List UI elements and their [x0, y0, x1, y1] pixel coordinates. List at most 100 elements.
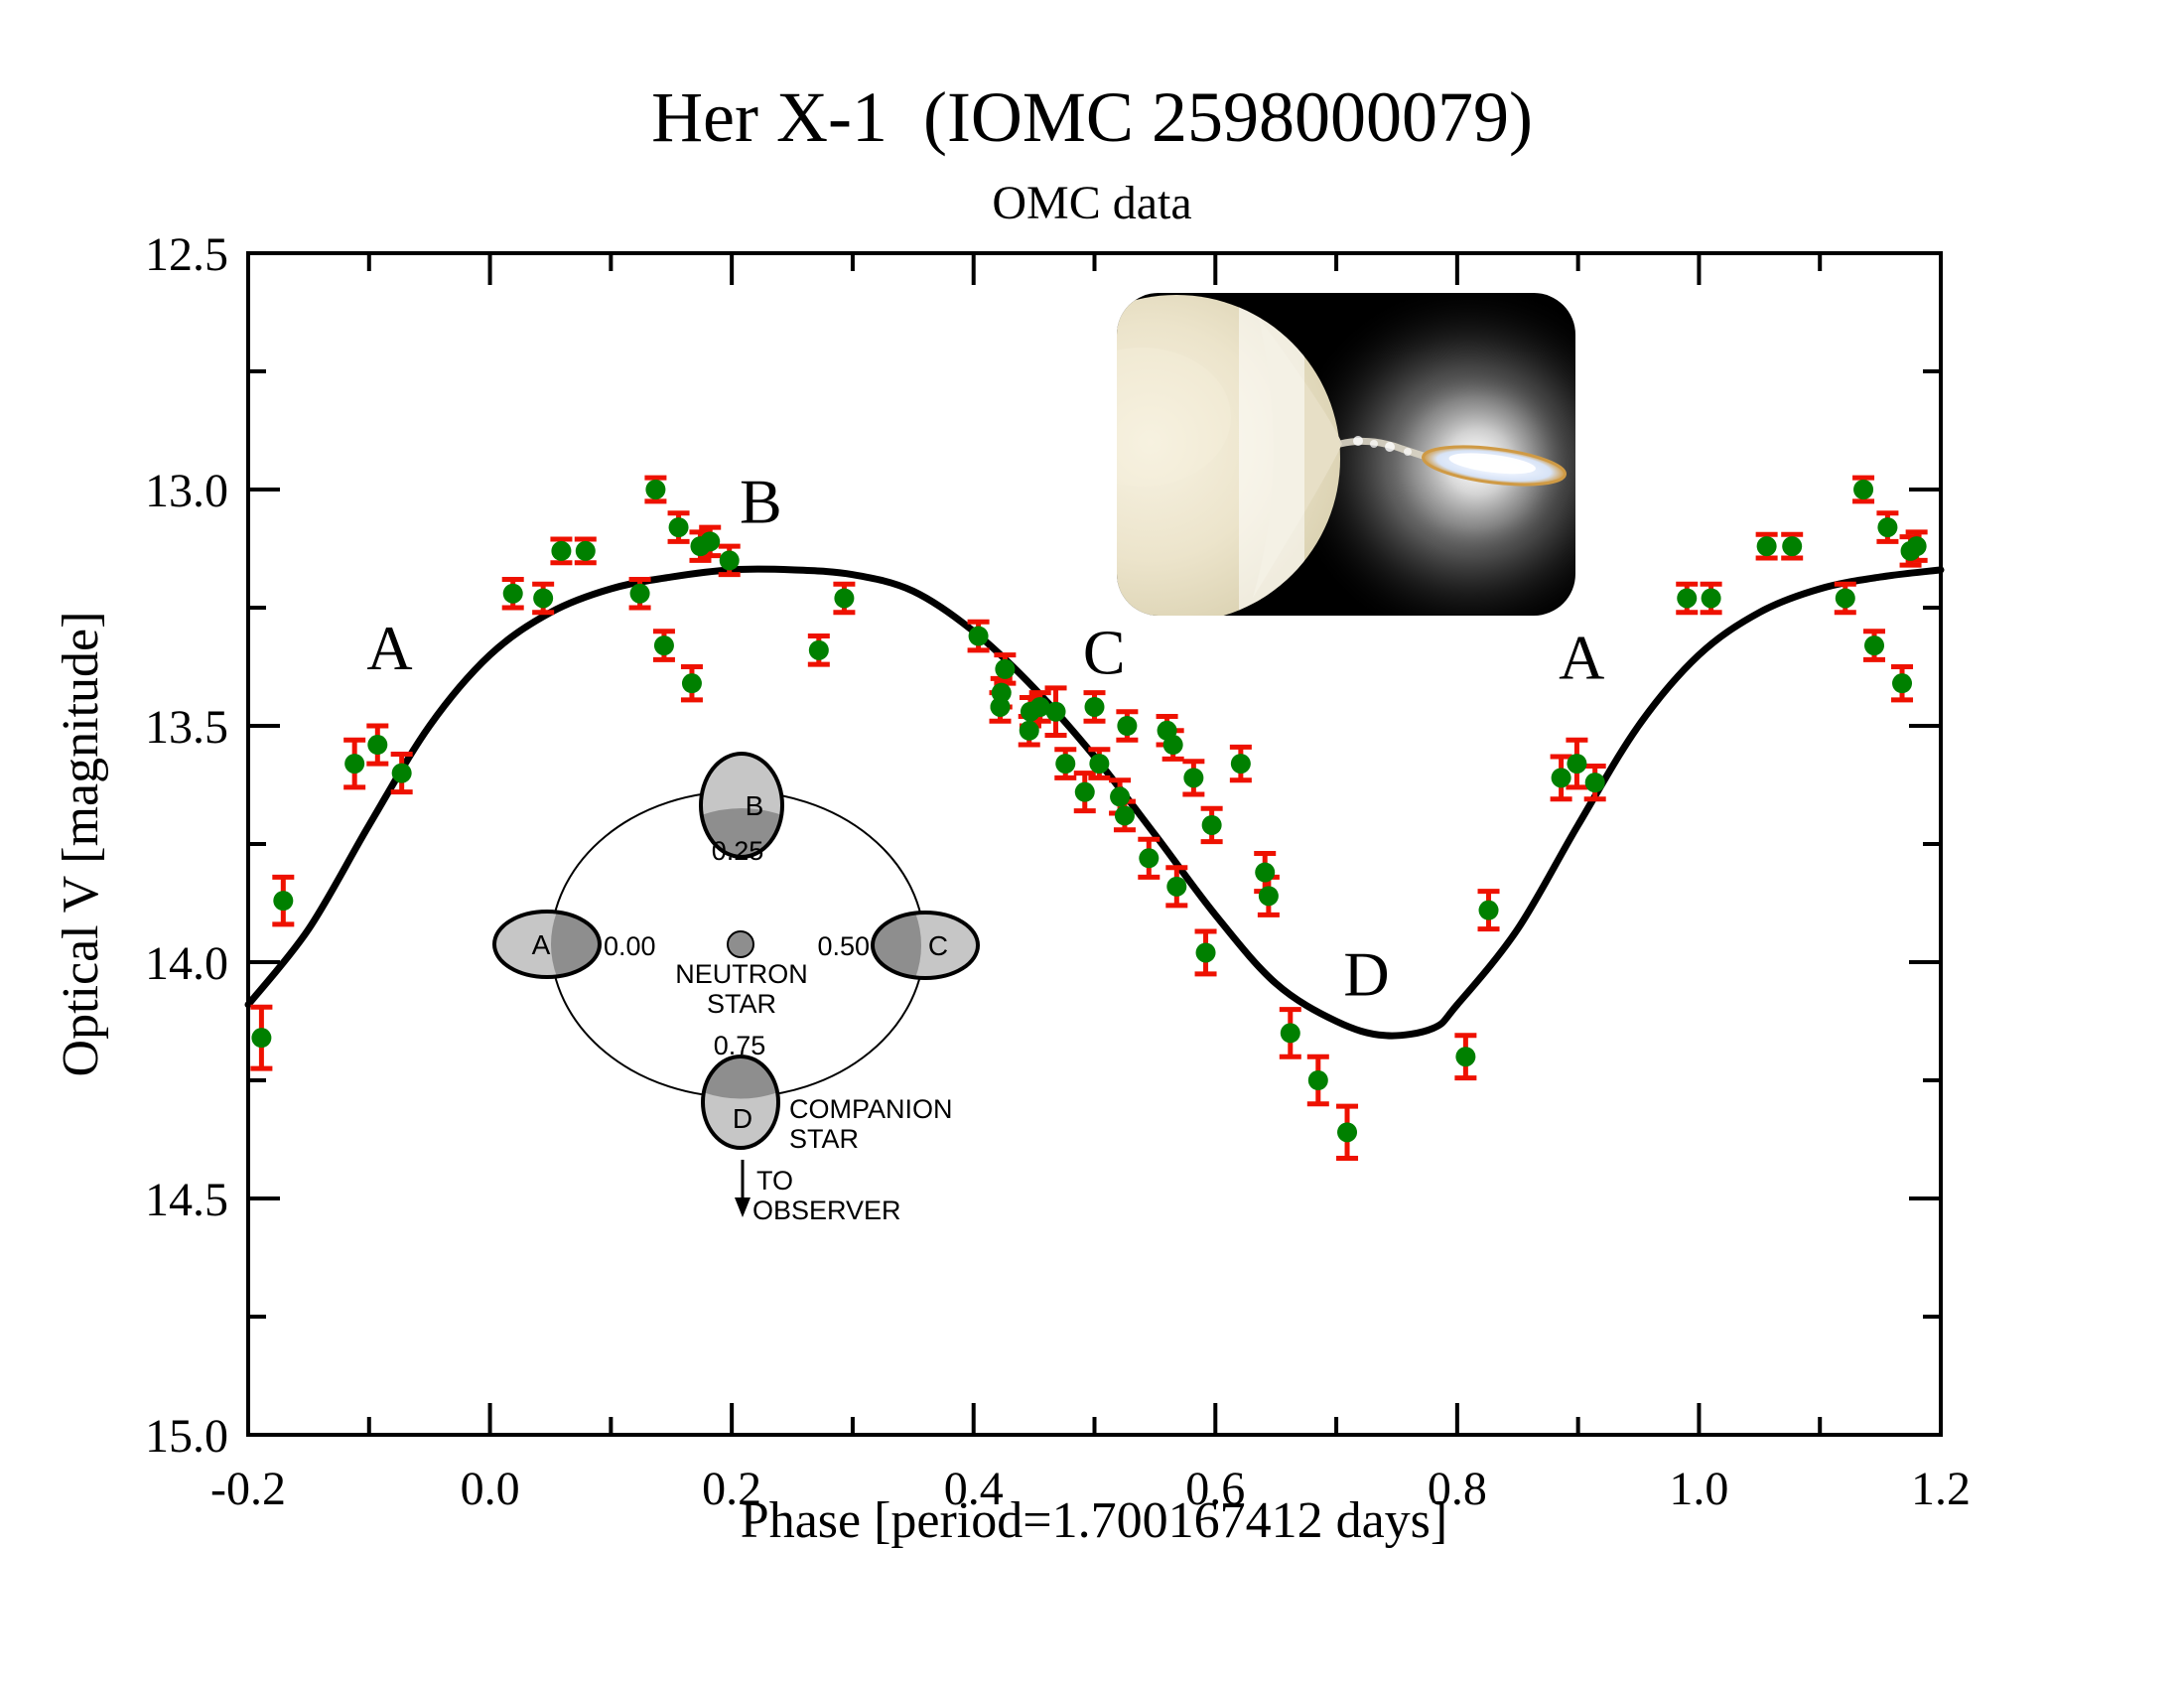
- data-point: [1201, 814, 1222, 835]
- data-point: [1756, 536, 1777, 557]
- x-tick-label: 0.6: [1185, 1463, 1245, 1515]
- diagram-letter-C: C: [928, 930, 948, 961]
- companion-caption-line2: STAR: [789, 1124, 859, 1154]
- data-point: [1195, 942, 1216, 963]
- data-point: [251, 1028, 272, 1049]
- data-point: [1280, 1023, 1300, 1044]
- phase-region-label-D: D: [1343, 938, 1389, 1009]
- data-point: [1677, 588, 1698, 609]
- data-point: [1853, 480, 1874, 499]
- data-point: [968, 626, 989, 646]
- data-point: [995, 658, 1016, 679]
- data-point: [551, 540, 572, 561]
- x-tick-label: 0.2: [702, 1463, 761, 1515]
- data-point: [1258, 886, 1279, 907]
- companion-position-A: A: [492, 910, 602, 979]
- data-point: [1906, 536, 1927, 557]
- diagram-letter-B: B: [746, 790, 764, 821]
- y-tick-label: 13.0: [145, 465, 228, 517]
- phase-region-label-A: A: [1559, 622, 1604, 692]
- y-tick-labels: 12.5 13.0 13.5 14.0 14.5 15.0: [145, 228, 228, 1463]
- neutron-star-caption-line2: STAR: [707, 989, 776, 1019]
- axis-ticks: [246, 251, 1943, 1437]
- plot-frame: [246, 251, 1943, 1437]
- phase-value-0.00: 0.00: [604, 931, 656, 961]
- phase-region-label-B: B: [740, 466, 782, 536]
- data-point: [645, 480, 666, 499]
- x-tick-labels: -0.2 0.0 0.2 0.4 0.6 0.8 1.0 1.2: [210, 1463, 1971, 1515]
- phase-region-label-A: A: [366, 613, 412, 683]
- phase-value-0.25: 0.25: [712, 836, 764, 866]
- observer-arrowhead: [735, 1197, 751, 1217]
- data-point: [990, 696, 1011, 717]
- x-tick-label: 0.4: [944, 1463, 1004, 1515]
- y-tick-label: 14.5: [145, 1174, 228, 1226]
- data-point: [533, 588, 554, 609]
- data-point: [653, 635, 674, 656]
- x-tick-label: 0.0: [461, 1463, 520, 1515]
- data-point: [1230, 754, 1251, 774]
- data-points: [251, 480, 1927, 1143]
- data-point: [629, 583, 650, 604]
- x-tick-label: 1.2: [1911, 1463, 1971, 1515]
- data-point: [1567, 754, 1587, 774]
- data-point: [1337, 1122, 1358, 1143]
- data-point: [1074, 781, 1095, 802]
- diagram-letter-A: A: [532, 929, 551, 960]
- data-point: [1045, 701, 1066, 722]
- phase-value-0.75: 0.75: [714, 1031, 766, 1060]
- data-point: [808, 639, 829, 660]
- data-point: [1019, 720, 1039, 741]
- data-point: [1877, 517, 1898, 538]
- data-point: [1114, 805, 1135, 826]
- data-point: [1166, 876, 1187, 897]
- figure-title: Her X-1 (IOMC 2598000079): [651, 77, 1533, 157]
- data-point: [1089, 754, 1110, 774]
- data-point: [719, 550, 740, 571]
- companion-star-art: [1117, 295, 1342, 616]
- phase-value-0.50: 0.50: [817, 931, 870, 961]
- data-point: [668, 517, 689, 538]
- y-axis-label: Optical V [magnitude]: [53, 612, 109, 1077]
- neutron-star-caption-line1: NEUTRON: [675, 959, 808, 989]
- data-point: [273, 891, 294, 912]
- y-tick-label: 13.5: [145, 701, 228, 754]
- data-point: [1307, 1070, 1328, 1090]
- diagram-letter-D: D: [733, 1103, 752, 1134]
- data-point: [1110, 786, 1131, 807]
- data-point: [1835, 588, 1855, 609]
- accretion-disk: [1422, 445, 1567, 487]
- data-point: [1455, 1047, 1476, 1067]
- companion-position-C: C: [871, 911, 980, 980]
- companion-position-B: B: [699, 752, 784, 859]
- data-point: [834, 588, 855, 609]
- observer-caption-line1: TO: [756, 1166, 793, 1196]
- data-point: [575, 540, 596, 561]
- companion-position-D: D: [701, 1055, 780, 1150]
- orbital-diagram: A B C D 0.00 0.25 0: [492, 752, 980, 1225]
- x-axis-label: Phase [period=1.700167412 days]: [741, 1492, 1447, 1549]
- data-point: [1782, 536, 1803, 557]
- x-tick-label: -0.2: [210, 1463, 286, 1515]
- phase-region-label-C: C: [1083, 618, 1126, 688]
- data-point: [1892, 673, 1913, 694]
- data-point: [1084, 696, 1105, 717]
- data-point: [1551, 768, 1571, 788]
- error-bars: [250, 475, 1928, 1162]
- data-point: [1584, 773, 1605, 793]
- data-point: [1139, 848, 1160, 869]
- companion-caption-line1: COMPANION: [789, 1094, 953, 1124]
- data-point: [1701, 588, 1721, 609]
- x-tick-label: 0.8: [1428, 1463, 1487, 1515]
- data-point: [991, 682, 1012, 703]
- data-point: [1255, 862, 1276, 883]
- y-tick-label: 12.5: [145, 228, 228, 281]
- data-point: [1864, 635, 1885, 656]
- binary-system-illustration: [1117, 293, 1575, 616]
- figure-subtitle: OMC data: [992, 177, 1191, 229]
- observer-caption-line2: OBSERVER: [752, 1196, 901, 1225]
- data-point: [367, 735, 388, 756]
- y-tick-label: 15.0: [145, 1410, 228, 1463]
- data-point: [700, 531, 721, 552]
